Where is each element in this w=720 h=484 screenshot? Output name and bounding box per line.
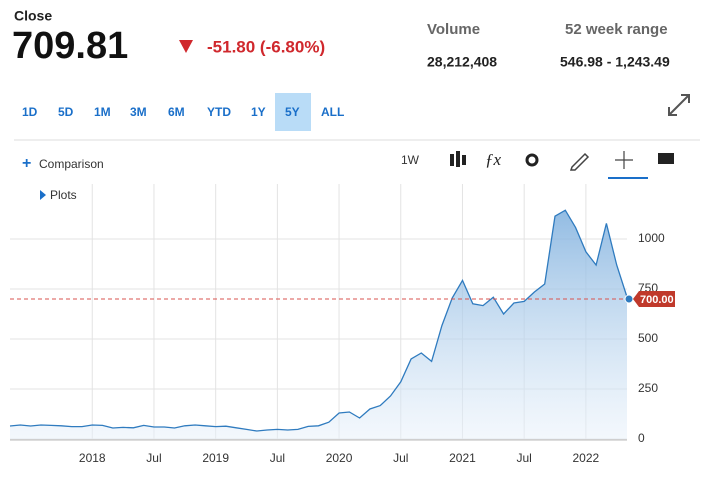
range-button[interactable]: YTD bbox=[207, 105, 231, 119]
fx-icon[interactable]: ƒx bbox=[485, 150, 502, 169]
comparison-button[interactable]: Comparison bbox=[39, 157, 104, 171]
range-button[interactable]: 3M bbox=[130, 105, 147, 119]
down-arrow bbox=[179, 40, 193, 53]
volume-label: Volume bbox=[427, 21, 480, 38]
range: 546.98 - 1,243.49 bbox=[560, 54, 670, 70]
y-tick-label: 0 bbox=[638, 431, 645, 445]
x-tick-label: 2018 bbox=[79, 451, 106, 465]
close-label: Close bbox=[14, 8, 52, 24]
interval-button[interactable]: 1W bbox=[401, 153, 420, 167]
x-tick-label: 2019 bbox=[202, 451, 229, 465]
y-tick-label: 250 bbox=[638, 381, 658, 395]
range-highlight bbox=[275, 93, 311, 131]
range-button[interactable]: 1Y bbox=[251, 105, 266, 119]
y-tick-label: 1000 bbox=[638, 231, 665, 245]
current-dot bbox=[624, 294, 634, 304]
x-tick-label: 2022 bbox=[573, 451, 600, 465]
current-label: 700.00 bbox=[640, 294, 674, 306]
plots-arrow[interactable] bbox=[40, 190, 46, 200]
area bbox=[10, 210, 627, 439]
x-tick-label: Jul bbox=[146, 451, 161, 465]
expand-icon[interactable] bbox=[668, 94, 690, 116]
range-button[interactable]: 1D bbox=[22, 105, 38, 119]
settings-icon[interactable] bbox=[525, 153, 539, 167]
crosshair-icon[interactable] bbox=[615, 151, 633, 169]
range-label: 52 week range bbox=[565, 21, 668, 38]
plots-button[interactable]: Plots bbox=[50, 188, 77, 202]
range-button[interactable]: ALL bbox=[321, 105, 344, 119]
y-tick-label: 500 bbox=[638, 331, 658, 345]
x-tick-label: Jul bbox=[270, 451, 285, 465]
plus-icon[interactable]: + bbox=[22, 155, 31, 172]
range-button[interactable]: 5Y bbox=[285, 105, 300, 119]
range-button[interactable]: 5D bbox=[58, 105, 74, 119]
x-tick-label: 2020 bbox=[326, 451, 353, 465]
volume: 28,212,408 bbox=[427, 54, 497, 70]
x-tick-label: Jul bbox=[516, 451, 531, 465]
x-tick-label: 2021 bbox=[449, 451, 476, 465]
candle-icon[interactable] bbox=[450, 151, 466, 167]
draw-icon[interactable] bbox=[569, 152, 590, 171]
price-change: -51.80 (-6.80%) bbox=[207, 37, 325, 56]
price: 709.81 bbox=[12, 25, 128, 67]
comment-icon[interactable] bbox=[658, 153, 674, 164]
range-button[interactable]: 6M bbox=[168, 105, 185, 119]
current-tag bbox=[633, 291, 675, 307]
x-tick-label: Jul bbox=[393, 451, 408, 465]
price-line bbox=[9, 209, 628, 432]
range-button[interactable]: 1M bbox=[94, 105, 111, 119]
